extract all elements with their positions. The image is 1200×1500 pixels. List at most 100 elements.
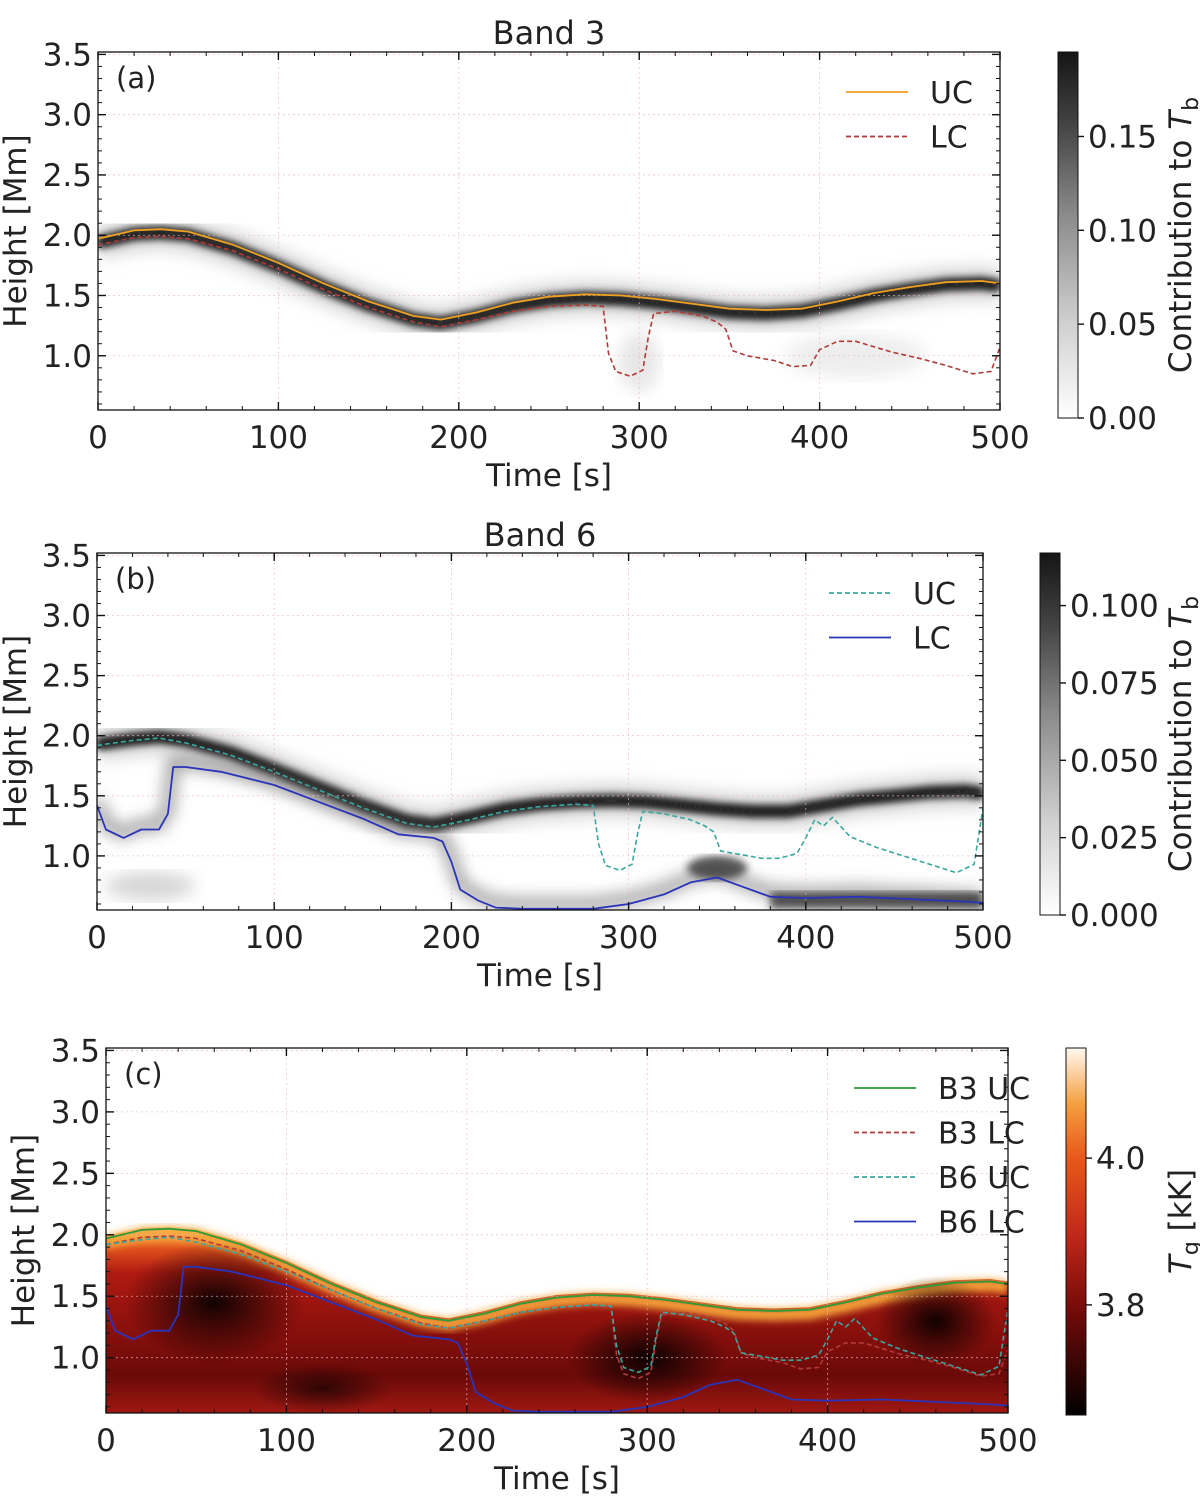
legend-label: B6 LC	[938, 1206, 1025, 1241]
colorbar-tick-label: 0.000	[1070, 898, 1159, 934]
series-line-lc	[97, 766, 983, 910]
x-tick-label: 300	[599, 920, 658, 956]
y-tick-label: 3.5	[42, 538, 91, 574]
contribution-patch	[770, 891, 983, 909]
plot-background	[97, 553, 983, 910]
legend: B3 UC B3 LC B6 UC B6 LC	[854, 1072, 1030, 1241]
colorbar: 3.8 4.0 Tg [kK]	[1065, 1047, 1200, 1416]
series-group	[97, 737, 983, 910]
plot-frame	[96, 552, 984, 911]
legend-label: UC	[913, 577, 956, 612]
legend-label: B6 UC	[938, 1161, 1030, 1196]
y-tick-label: 1.0	[43, 339, 92, 375]
contribution-patch	[619, 331, 660, 392]
legend-label: LC	[913, 622, 951, 657]
y-tick-label: 2.0	[42, 719, 91, 755]
cool-region	[875, 1275, 996, 1366]
panel-c: 0 100 200 300 400 500 1.0 1.5 2.0 2.5 3.0 3.5 Time […	[6, 1033, 1200, 1497]
contribution-patch	[785, 333, 926, 378]
x-tick-label: 0	[88, 420, 108, 456]
x-tick-label: 500	[978, 1423, 1037, 1459]
x-tick-label: 500	[970, 420, 1029, 456]
x-tick-label: 400	[776, 920, 835, 956]
x-axis-label: Time [s]	[493, 1461, 620, 1497]
colorbar-tick-label: 0.075	[1070, 666, 1159, 702]
x-tick-label: 100	[245, 920, 304, 956]
x-tick-label: 400	[790, 420, 849, 456]
series-line-lc	[98, 235, 1000, 377]
colorbar-gradient	[1057, 51, 1079, 419]
y-tick-label: 2.5	[51, 1156, 100, 1192]
legend: UC LC	[829, 577, 956, 657]
y-axis-label: Height [Mm]	[0, 635, 34, 828]
legend-label: LC	[930, 121, 968, 156]
panel-letter: (c)	[124, 1057, 163, 1091]
colorbar-label: Tg [kK]	[1163, 1169, 1200, 1274]
x-axis-label: Time [s]	[485, 458, 612, 494]
colorbar-tick-label: 3.8	[1096, 1288, 1145, 1324]
colorbar-tick-label: 0.050	[1070, 743, 1159, 779]
panel-a: 0 100 200 300 400 500 1.0 1.5 2.0 2.5 3.0 3.5 Time […	[0, 14, 1200, 494]
x-tick-label: 200	[422, 920, 481, 956]
x-tick-label: 100	[257, 1423, 316, 1459]
y-tick-label: 1.5	[43, 278, 92, 314]
y-tick-label: 2.0	[43, 218, 92, 254]
series-line-uc	[98, 228, 1000, 321]
colorbar-tick-label: 0.15	[1088, 119, 1157, 155]
y-tick-label: 3.0	[42, 599, 91, 635]
chart-title: Band 3	[493, 14, 606, 52]
colorbar-tick-label: 0.05	[1088, 307, 1157, 343]
y-tick-label: 1.0	[51, 1341, 100, 1377]
y-tick-label: 3.0	[43, 98, 92, 134]
contribution-core	[97, 734, 983, 828]
cool-region	[252, 1363, 393, 1413]
colorbar-tick-label: 4.0	[1096, 1141, 1145, 1177]
series-group	[106, 1227, 1008, 1413]
contribution-patch	[687, 855, 748, 880]
contribution-core	[98, 230, 1000, 326]
y-tick-label: 3.0	[51, 1095, 100, 1131]
plot-frame	[105, 1047, 1009, 1414]
series-line-b6-uc	[106, 1236, 1008, 1376]
ticks	[105, 1048, 1009, 1413]
chart-title: Band 6	[484, 516, 597, 554]
colorbar-tick-label: 0.025	[1070, 821, 1159, 857]
x-tick-label: 300	[610, 420, 669, 456]
plot-field	[98, 52, 1000, 410]
y-tick-label: 2.5	[42, 659, 91, 695]
colorbar-tick-label: 0.10	[1088, 213, 1157, 249]
y-tick-label: 2.5	[43, 158, 92, 194]
x-tick-label: 300	[618, 1423, 677, 1459]
x-tick-label: 200	[437, 1423, 496, 1459]
colorbar-tick-label: 0.100	[1070, 589, 1159, 625]
y-axis-label: Height [Mm]	[6, 1134, 42, 1327]
y-tick-label: 1.5	[51, 1279, 100, 1315]
panel-letter: (b)	[115, 562, 156, 596]
colorbar-label: Contribution to Tb	[1163, 97, 1200, 373]
x-tick-label: 400	[798, 1423, 857, 1459]
colorbar-tick-label: 0.00	[1088, 401, 1157, 437]
y-tick-label: 2.0	[51, 1218, 100, 1254]
legend: UC LC	[846, 76, 973, 156]
y-tick-label: 3.5	[51, 1033, 100, 1069]
x-tick-label: 200	[429, 420, 488, 456]
series-line-b3-uc	[106, 1227, 1008, 1322]
plot-field	[106, 1048, 1008, 1413]
colorbar-gradient	[1039, 552, 1061, 916]
y-tick-label: 1.0	[42, 839, 91, 875]
colorbar-label: Contribution to Tb	[1163, 596, 1200, 872]
panel-letter: (a)	[116, 61, 156, 95]
plot-field	[97, 553, 983, 910]
y-tick-label: 1.5	[42, 779, 91, 815]
series-line-uc	[97, 737, 983, 874]
ticks	[97, 52, 1001, 410]
legend-label: B3 UC	[938, 1072, 1030, 1107]
series-line-b6-lc	[106, 1265, 1008, 1413]
y-axis-label: Height [Mm]	[0, 134, 34, 327]
grid	[97, 52, 1001, 410]
x-tick-label: 0	[87, 920, 107, 956]
x-tick-label: 100	[249, 420, 308, 456]
